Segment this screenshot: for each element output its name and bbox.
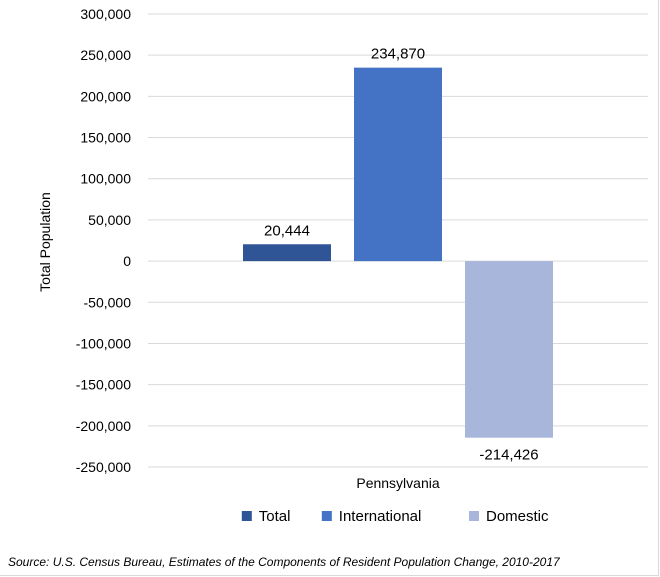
legend-swatch-total (241, 511, 252, 521)
y-tick-label: 200,000 (80, 88, 131, 104)
source-note: Source: U.S. Census Bureau, Estimates of… (8, 555, 560, 569)
y-tick-label: -200,000 (76, 418, 131, 434)
y-tick-label: -150,000 (76, 377, 131, 393)
bar-international (354, 67, 442, 262)
bar-domestic (465, 261, 553, 438)
data-label-international: 234,870 (371, 46, 425, 63)
y-axis-title: Total Population (37, 192, 53, 292)
bars (243, 67, 553, 438)
data-labels: 20,444 234,870 -214,426 (264, 46, 539, 464)
legend-swatch-international (321, 511, 332, 521)
y-tick-label: 0 (123, 253, 131, 269)
legend-label-domestic: Domestic (486, 508, 549, 525)
y-tick-label: 250,000 (80, 47, 131, 63)
legend-label-total: Total (259, 508, 291, 525)
bar-total (243, 244, 331, 262)
y-axis-tick-labels: 300,000 250,000 200,000 150,000 100,000 50,00… (76, 6, 131, 475)
y-tick-label: -250,000 (76, 459, 131, 475)
y-tick-label: 50,000 (88, 212, 131, 228)
data-label-total: 20,444 (264, 222, 310, 239)
y-tick-label: -50,000 (84, 294, 132, 310)
legend-swatch-domestic (469, 511, 479, 521)
data-label-domestic: -214,426 (479, 447, 538, 464)
y-tick-label: 150,000 (80, 130, 131, 146)
y-tick-label: 100,000 (80, 171, 131, 187)
x-axis-category-label: Pennsylvania (356, 475, 439, 491)
legend-label-international: International (339, 508, 422, 525)
bar-chart: 300,000 250,000 200,000 150,000 100,000 50,00… (37, 6, 648, 525)
y-tick-label: 300,000 (80, 6, 131, 22)
legend: Total International Domestic (241, 508, 549, 525)
y-tick-label: -100,000 (76, 335, 131, 351)
